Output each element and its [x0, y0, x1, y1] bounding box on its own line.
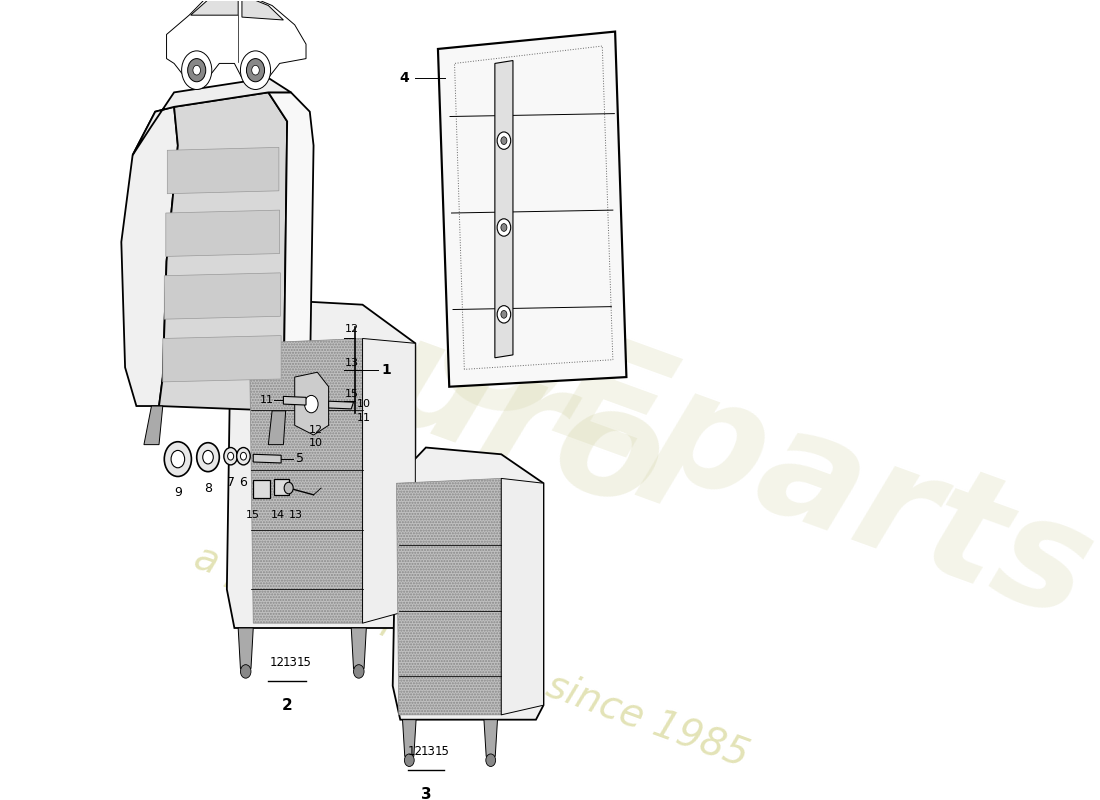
Text: 13: 13: [420, 746, 436, 758]
Circle shape: [500, 137, 507, 145]
Text: 9: 9: [174, 486, 182, 499]
Text: 2: 2: [282, 698, 293, 714]
Text: 15: 15: [246, 510, 261, 520]
Circle shape: [172, 450, 185, 468]
Circle shape: [246, 58, 265, 82]
Text: 13: 13: [345, 358, 360, 368]
Polygon shape: [133, 78, 290, 155]
Polygon shape: [239, 628, 253, 669]
Text: 11: 11: [356, 413, 371, 422]
Text: 10: 10: [356, 399, 371, 409]
Polygon shape: [190, 0, 239, 15]
Polygon shape: [166, 210, 279, 257]
Text: 12: 12: [345, 324, 360, 334]
Circle shape: [500, 310, 507, 318]
Text: 12: 12: [408, 746, 422, 758]
Circle shape: [164, 442, 191, 477]
Polygon shape: [144, 406, 163, 445]
Polygon shape: [160, 92, 287, 411]
Circle shape: [192, 66, 200, 75]
Text: 13: 13: [283, 657, 297, 670]
Circle shape: [188, 58, 206, 82]
Bar: [253, 480, 270, 498]
Polygon shape: [250, 338, 363, 623]
Circle shape: [284, 482, 294, 494]
Circle shape: [241, 51, 271, 90]
Bar: [274, 479, 288, 495]
Circle shape: [305, 395, 318, 413]
Circle shape: [241, 665, 251, 678]
Polygon shape: [495, 61, 513, 358]
Text: 8: 8: [204, 482, 212, 495]
Polygon shape: [329, 402, 353, 409]
Circle shape: [182, 51, 212, 90]
Text: 15: 15: [345, 390, 360, 399]
Polygon shape: [351, 628, 366, 669]
Text: 3: 3: [420, 787, 431, 800]
Polygon shape: [121, 107, 178, 406]
Polygon shape: [242, 0, 284, 20]
Text: a passion for parts since 1985: a passion for parts since 1985: [189, 538, 754, 775]
Polygon shape: [363, 338, 416, 623]
Polygon shape: [167, 147, 279, 194]
Text: 4: 4: [399, 71, 409, 85]
Text: 14: 14: [271, 510, 285, 520]
Polygon shape: [295, 372, 329, 435]
Circle shape: [353, 665, 364, 678]
Circle shape: [223, 447, 238, 465]
Polygon shape: [438, 31, 626, 386]
Polygon shape: [393, 447, 543, 720]
Polygon shape: [284, 396, 306, 405]
Polygon shape: [163, 335, 282, 382]
Circle shape: [236, 447, 250, 465]
Text: 5: 5: [296, 452, 305, 465]
Text: 12: 12: [309, 425, 323, 435]
Circle shape: [252, 66, 260, 75]
Polygon shape: [396, 478, 502, 715]
Polygon shape: [502, 478, 543, 715]
Circle shape: [497, 132, 510, 150]
Circle shape: [500, 224, 507, 231]
Circle shape: [228, 452, 233, 460]
Polygon shape: [403, 720, 416, 756]
Text: 12: 12: [270, 657, 285, 670]
Circle shape: [202, 450, 213, 464]
Text: 13: 13: [289, 510, 304, 520]
Polygon shape: [253, 454, 282, 463]
Text: 7: 7: [227, 477, 234, 490]
Text: 15: 15: [434, 746, 450, 758]
Text: 10: 10: [309, 438, 322, 448]
Text: 6: 6: [240, 477, 248, 490]
Text: euro: euro: [265, 269, 684, 543]
Polygon shape: [227, 300, 416, 628]
Text: 15: 15: [297, 657, 311, 670]
Polygon shape: [166, 0, 306, 78]
Text: 1: 1: [382, 363, 392, 377]
Polygon shape: [484, 720, 497, 756]
Circle shape: [486, 754, 496, 766]
Circle shape: [497, 219, 510, 236]
Text: OEparts: OEparts: [416, 277, 1100, 651]
Circle shape: [197, 442, 219, 472]
Circle shape: [241, 452, 246, 460]
Polygon shape: [268, 411, 286, 445]
Polygon shape: [268, 92, 313, 411]
Circle shape: [405, 754, 415, 766]
Polygon shape: [164, 273, 280, 319]
Text: 11: 11: [260, 395, 274, 406]
Circle shape: [497, 306, 510, 323]
